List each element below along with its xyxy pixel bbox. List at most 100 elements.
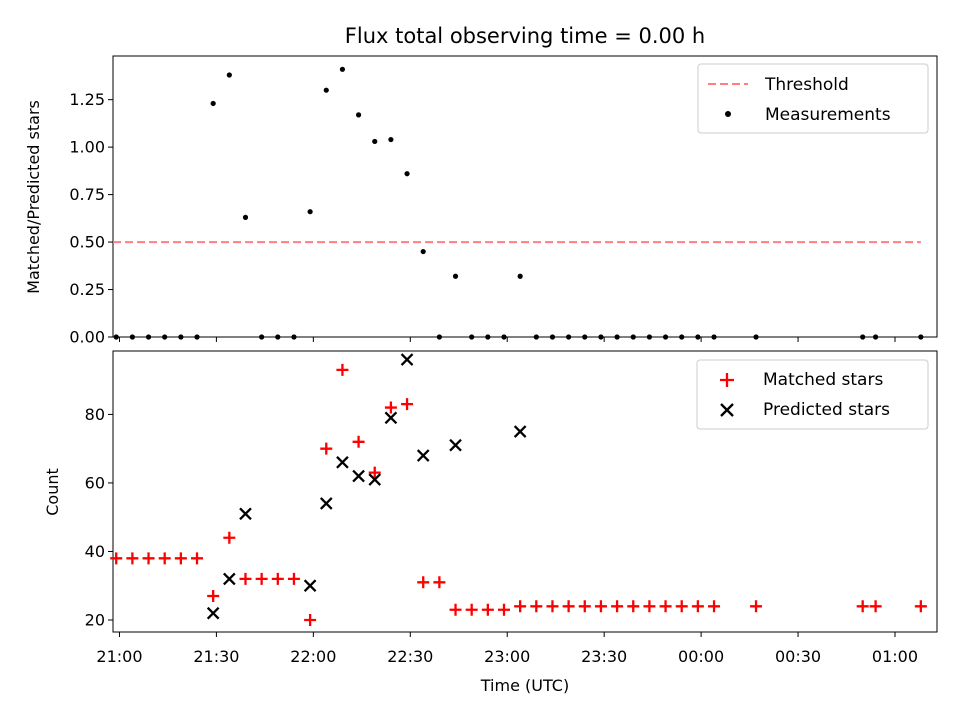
x-tick-label: 22:00 — [290, 647, 336, 666]
ratio-y-axis: 0.00 0.25 0.50 0.75 1.00 1.25 — [69, 90, 113, 347]
matched-star-point — [417, 576, 430, 589]
matched-star-point — [223, 531, 236, 544]
ratio-legend: Threshold Measurements — [697, 63, 929, 134]
measurement-point — [129, 334, 135, 340]
measurement-point — [162, 334, 168, 340]
predicted-star-point — [206, 606, 220, 620]
matched-star-point — [869, 600, 882, 613]
matched-star-point — [304, 614, 317, 627]
measurement-point — [695, 334, 701, 340]
matched-star-point — [514, 600, 527, 613]
ratio-plot-area — [113, 66, 924, 340]
ratio-x-axis — [118, 337, 896, 342]
legend-matched-label: Matched stars — [763, 370, 883, 390]
legend-matched-swatch — [720, 373, 734, 387]
measurement-point — [662, 334, 669, 340]
matched-star-point — [174, 552, 187, 565]
matched-star-point — [708, 600, 721, 613]
predicted-star-point — [449, 438, 462, 452]
matched-star-point — [481, 603, 494, 616]
measurement-point — [436, 334, 442, 340]
matched-star-point — [384, 401, 397, 414]
matched-star-point — [594, 600, 607, 613]
measurement-point — [242, 214, 249, 220]
ratio-y-tick-label: 0.25 — [69, 280, 105, 299]
x-tick-label: 21:00 — [96, 647, 142, 666]
matched-star-point — [675, 600, 688, 613]
matched-star-point — [207, 590, 220, 603]
measurement-point — [339, 66, 346, 72]
x-tick-label: 00:30 — [775, 647, 821, 666]
matched-star-point — [320, 442, 333, 455]
measurement-point — [860, 334, 866, 340]
matched-star-point — [368, 466, 381, 479]
count-y-tick-label: 60 — [85, 473, 105, 492]
predicted-star-point — [400, 353, 414, 366]
ratio-y-axis-label: Matched/Predicted stars — [24, 100, 43, 294]
count-y-axis: 20 40 60 80 — [85, 405, 113, 630]
measurement-point — [194, 334, 200, 340]
legend-predicted-label: Predicted stars — [763, 400, 890, 420]
measurement-point — [420, 248, 426, 255]
measurement-point — [614, 334, 620, 340]
ratio-y-tick-label: 1.00 — [69, 138, 105, 157]
count-plot-area — [110, 353, 927, 627]
measurement-point — [259, 334, 265, 340]
matched-star-point — [336, 363, 349, 376]
ratio-panel-frame — [112, 55, 938, 338]
count-y-tick-label: 80 — [85, 405, 105, 424]
predicted-star-point — [416, 449, 430, 462]
measurement-point — [582, 334, 588, 340]
x-tick-label: 23:30 — [581, 647, 627, 666]
legend-measurements-label: Measurements — [765, 105, 891, 125]
measurement-point — [291, 334, 297, 340]
predicted-star-point — [368, 473, 382, 486]
matched-star-point — [352, 435, 365, 448]
count-legend-frame — [696, 359, 929, 430]
count-y-axis-label: Count — [43, 468, 62, 516]
predicted-star-point — [336, 456, 349, 469]
matched-star-point — [627, 600, 640, 613]
measurement-point — [646, 334, 653, 340]
measurement-point — [598, 334, 604, 340]
measurement-point — [501, 334, 507, 340]
count-y-tick-label: 40 — [85, 542, 105, 561]
predicted-star-point — [513, 425, 527, 438]
measurement-point — [873, 334, 879, 340]
matched-star-point — [287, 572, 300, 585]
measurement-point — [469, 334, 475, 340]
matched-star-point — [497, 603, 510, 616]
x-tick-label: 01:00 — [872, 647, 918, 666]
predicted-star-point — [319, 497, 333, 510]
ratio-panel: 0.00 0.25 0.50 0.75 1.00 1.25 Matched/Predict… — [24, 55, 938, 347]
matched-star-point — [465, 603, 478, 616]
measurement-point — [210, 100, 216, 107]
measurement-point — [404, 171, 410, 177]
predicted-star-point — [303, 579, 317, 593]
measurement-point — [323, 87, 329, 93]
matched-star-point — [158, 552, 171, 565]
predicted-star-point — [352, 469, 365, 483]
matched-star-point — [271, 572, 284, 585]
measurement-point — [566, 334, 572, 340]
matched-star-point — [255, 572, 268, 585]
measurement-point — [485, 334, 491, 340]
measurement-point — [679, 334, 685, 340]
measurement-point — [372, 138, 378, 145]
matched-star-point — [142, 552, 155, 565]
measurement-point — [517, 273, 523, 279]
measurement-point — [630, 334, 636, 340]
measurement-point — [533, 334, 539, 340]
legend-predicted-swatch — [720, 403, 734, 417]
x-tick-label: 22:30 — [387, 647, 433, 666]
measurement-point — [113, 334, 119, 340]
matched-star-point — [530, 600, 543, 613]
measurement-point — [275, 334, 281, 340]
matched-star-point — [643, 600, 656, 613]
measurement-point — [178, 334, 184, 340]
legend-measurements-swatch — [725, 111, 731, 117]
matched-star-point — [433, 576, 446, 589]
measurement-point — [918, 334, 924, 340]
predicted-star-point — [384, 411, 398, 425]
